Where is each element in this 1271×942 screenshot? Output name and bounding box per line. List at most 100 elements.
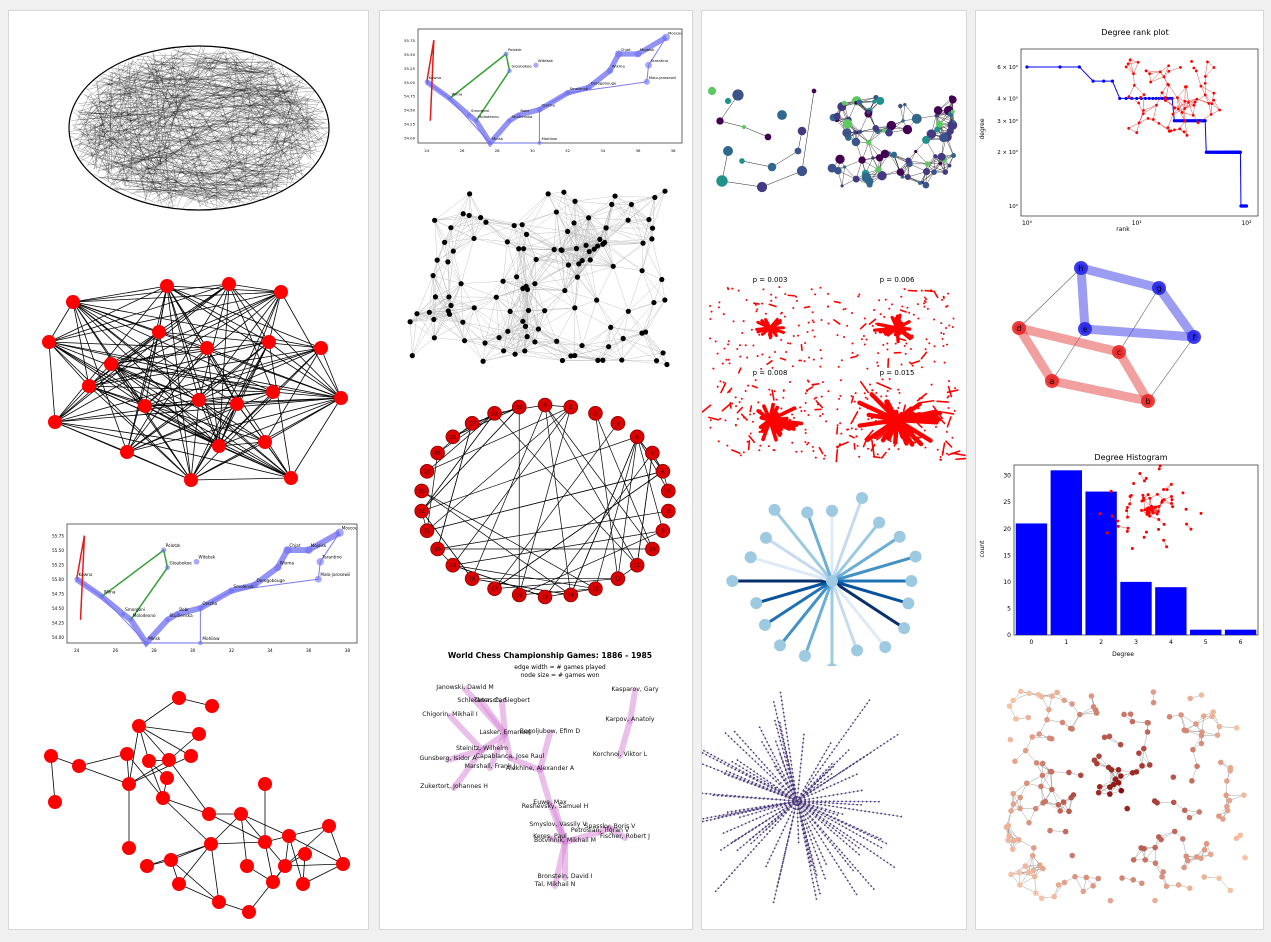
tree-node	[763, 763, 766, 766]
chess-championship-graph[interactable]: World Chess Championship Games: 1886 - 1…	[410, 646, 690, 926]
edge	[450, 297, 497, 306]
site	[756, 355, 759, 358]
dense-red-graph[interactable]	[29, 256, 368, 491]
tree-node	[780, 814, 783, 817]
city-label: Chjat	[621, 47, 631, 52]
tree-node	[811, 877, 814, 880]
edge	[78, 96, 144, 104]
edge	[513, 225, 519, 249]
site	[847, 428, 850, 431]
tree-node	[855, 828, 858, 831]
site	[758, 431, 761, 434]
tree-node	[760, 778, 762, 781]
tree-node	[728, 763, 730, 766]
edge	[610, 327, 646, 333]
edge	[631, 191, 666, 205]
edge	[282, 86, 303, 176]
edge	[1208, 103, 1212, 115]
edge	[78, 113, 321, 143]
edge	[302, 863, 344, 885]
edge	[124, 112, 323, 166]
edge	[573, 222, 600, 240]
edge	[641, 238, 653, 271]
tree-node	[771, 807, 774, 809]
tree-node	[739, 736, 741, 739]
edge	[536, 259, 579, 265]
node	[521, 246, 527, 252]
edge	[642, 219, 650, 244]
tree-node	[829, 785, 832, 787]
histogram-bar	[1224, 629, 1257, 635]
edge	[116, 89, 291, 183]
site	[736, 417, 739, 420]
edge	[410, 321, 435, 338]
tree-node	[779, 788, 782, 791]
tree-node	[774, 820, 777, 823]
community-red-graph[interactable]	[29, 676, 368, 921]
army-route-green	[449, 52, 511, 122]
inset-node	[1142, 108, 1145, 112]
percolation-grid[interactable]: p = 0.003 p = 0.006 p = 0.008 p = 0.015	[702, 271, 966, 471]
edge	[516, 248, 519, 277]
node	[595, 357, 601, 363]
black-node-network[interactable]	[400, 171, 690, 376]
bond	[936, 400, 949, 403]
edge	[448, 296, 475, 309]
tree-node	[721, 794, 724, 796]
tree-node	[777, 808, 780, 810]
tree-node	[831, 844, 834, 847]
tree-node	[883, 859, 886, 862]
random-geometric-ellipse-graph[interactable]	[59, 36, 339, 221]
city-marker	[564, 90, 571, 96]
edge	[588, 217, 607, 229]
node	[716, 117, 724, 125]
edge	[642, 270, 662, 280]
inset-node	[1176, 107, 1180, 111]
tree-node	[794, 803, 797, 806]
edge	[1200, 85, 1214, 94]
blue-star-graph[interactable]	[702, 481, 966, 666]
spoke-edge	[830, 497, 864, 582]
edge	[444, 238, 475, 243]
edge	[502, 259, 537, 282]
tree-node	[829, 778, 832, 780]
bond	[955, 457, 966, 461]
circular-layout-graph[interactable]: 0 1 2 3 4 5 6 7 8 9 10 11 12 13 14 15 16 17 18 19 20 21 22 23 24…	[400, 396, 690, 606]
tree-node	[768, 858, 771, 861]
rank-point	[1124, 96, 1128, 101]
tree-node	[714, 815, 717, 818]
node-label: 5	[651, 451, 654, 457]
edge	[127, 87, 161, 189]
napoleon-march-plot-small[interactable]: Moscou Chjat Mojaisk Tarantino Wixma Malo-jar…	[380, 21, 692, 161]
napoleon-march-plot[interactable]: Moscou Chjat Mojaisk Tarantino Wixma Malo-jar…	[29, 516, 368, 661]
tree-node	[841, 851, 843, 854]
colored-component-graph[interactable]	[702, 71, 966, 201]
player-label: Bronstein, David I	[537, 873, 592, 880]
edge	[556, 341, 598, 361]
edge	[1146, 70, 1161, 73]
tree-node	[818, 834, 820, 837]
site	[827, 322, 830, 325]
tree-node	[779, 782, 782, 784]
edge	[197, 62, 200, 83]
tree-node	[760, 766, 763, 768]
tree-node	[725, 878, 728, 881]
chess-title: World Chess Championship Games: 1886 - 1…	[448, 651, 652, 660]
edge	[514, 321, 524, 355]
inset-node	[1183, 85, 1187, 89]
site	[807, 321, 810, 324]
rank-point	[1238, 150, 1243, 154]
node	[572, 198, 578, 204]
tree-node	[808, 788, 810, 791]
edge	[54, 421, 292, 479]
degree-rank-plot[interactable]: Degree rank plot rank degree 10⁰ 10¹ 10² 6 …	[976, 21, 1263, 236]
edge	[534, 276, 578, 284]
edge	[266, 174, 280, 198]
site	[865, 338, 868, 341]
tree-node	[777, 815, 780, 818]
radial-tree-graph[interactable]	[702, 676, 966, 926]
city-marker	[274, 563, 282, 572]
game-edge	[447, 713, 485, 753]
